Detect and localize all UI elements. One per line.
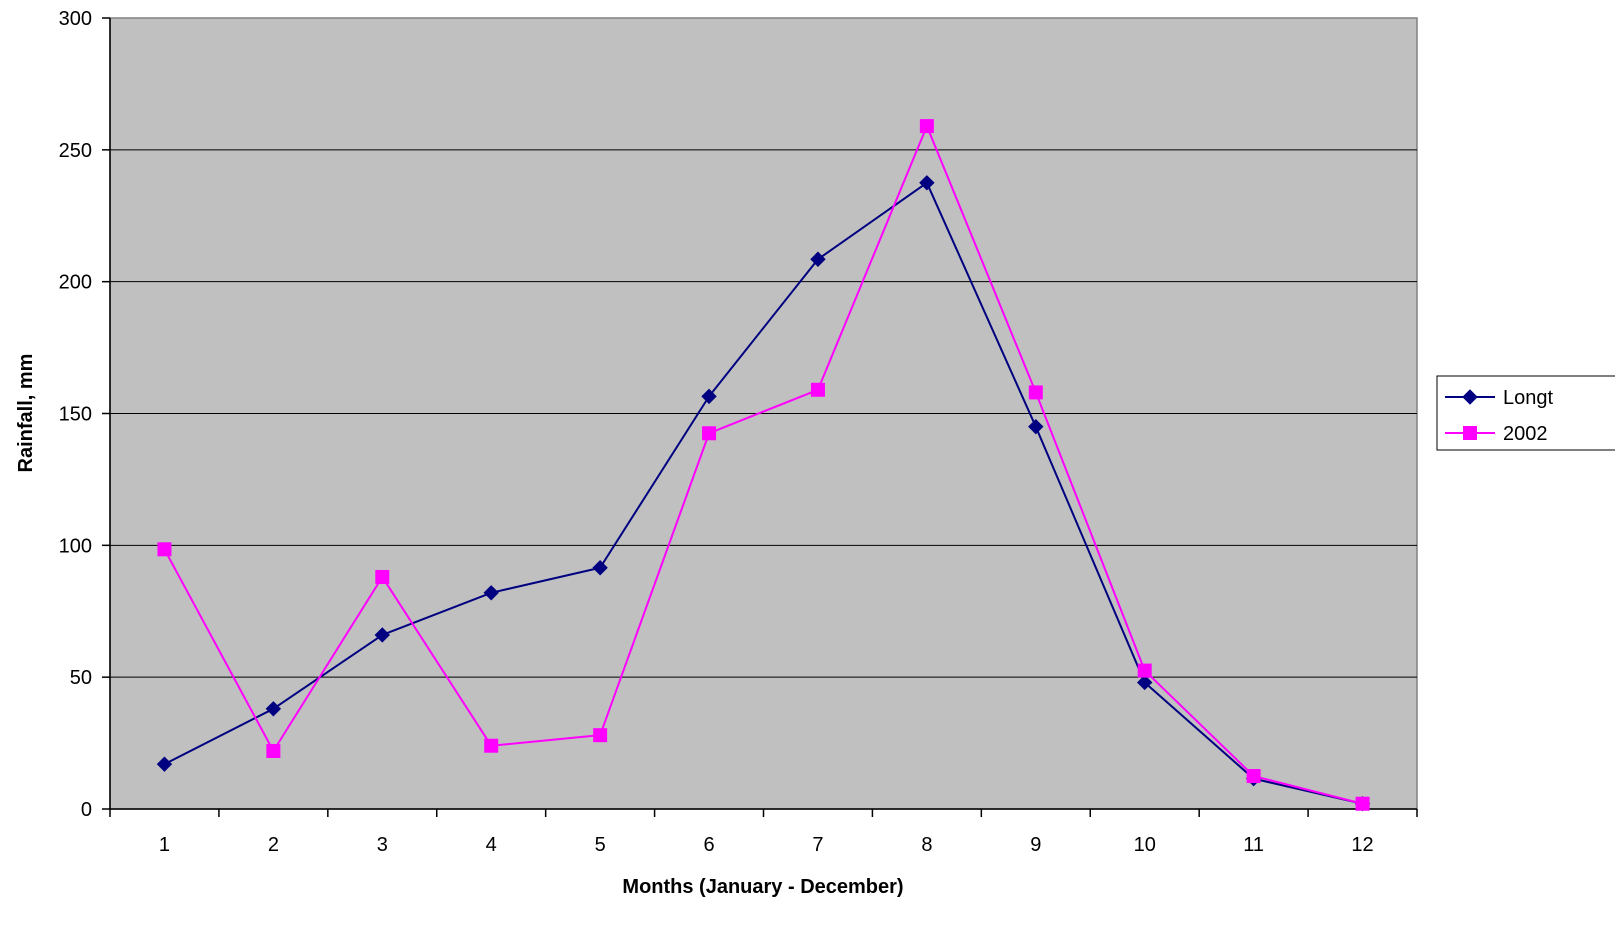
data-point-2002 [157, 542, 172, 557]
data-point-longt [1137, 674, 1153, 691]
y-tick-label: 250 [59, 140, 92, 162]
series-line-longt [164, 181, 1363, 805]
data-point-longt [919, 175, 935, 191]
y-tick-label: 50 [70, 667, 92, 689]
legend-marker-longt [1462, 389, 1478, 405]
x-tick-label: 6 [703, 834, 714, 856]
data-point-2002 [1137, 663, 1152, 678]
x-tick-label: 9 [1030, 834, 1041, 856]
y-tick-label: 200 [59, 272, 92, 294]
data-point-2002 [266, 743, 281, 758]
data-point-longt [810, 251, 826, 267]
series-2002 [157, 119, 1370, 811]
data-point-longt [265, 701, 282, 717]
data-point-2002 [1028, 385, 1043, 400]
x-tick-label: 4 [486, 834, 497, 856]
data-point-2002 [484, 738, 499, 753]
data-point-longt [1028, 418, 1044, 435]
data-point-longt [701, 388, 717, 405]
data-point-2002 [919, 119, 934, 134]
x-tick-label: 12 [1351, 834, 1373, 856]
legend-label-longt: Longt [1503, 387, 1553, 409]
legend-marker-2002 [1463, 426, 1477, 440]
data-point-2002 [810, 382, 825, 397]
legend-label-2002: 2002 [1503, 423, 1548, 445]
x-axis-title: Months (January - December) [622, 876, 903, 898]
series-line-2002 [163, 125, 1363, 805]
x-tick-label: 10 [1134, 834, 1156, 856]
data-point-longt [592, 560, 608, 576]
data-point-2002 [1355, 796, 1370, 811]
y-tick-label: 150 [59, 404, 92, 426]
x-tick-label: 8 [921, 834, 932, 856]
data-point-longt [374, 627, 390, 643]
legend-item-longt: Longt [1445, 387, 1553, 409]
y-axis-ticks: 0 50 100 150 200 250 300 [59, 8, 110, 821]
y-tick-label: 100 [59, 535, 92, 557]
data-point-2002 [702, 426, 717, 441]
data-point-2002 [375, 569, 390, 584]
y-tick-label: 300 [59, 8, 92, 30]
x-tick-label: 3 [377, 834, 388, 856]
x-tick-label: 1 [159, 834, 170, 856]
data-point-longt [483, 585, 499, 601]
y-tick-label: 0 [81, 799, 92, 821]
x-tick-label: 5 [595, 834, 606, 856]
x-axis-ticks: 1 2 3 4 5 6 7 8 9 10 11 12 [109, 809, 1418, 856]
legend: Longt 2002 [1436, 375, 1615, 451]
data-point-2002 [593, 728, 608, 743]
x-tick-label: 11 [1243, 834, 1264, 856]
x-tick-label: 2 [268, 834, 279, 856]
data-point-2002 [1246, 769, 1261, 784]
x-tick-label: 7 [812, 834, 823, 856]
series-layer [156, 119, 1371, 812]
data-point-longt [156, 756, 173, 772]
y-axis-title: Rainfall, mm [15, 354, 37, 473]
legend-item-2002: 2002 [1445, 423, 1548, 445]
gridlines [110, 149, 1417, 678]
